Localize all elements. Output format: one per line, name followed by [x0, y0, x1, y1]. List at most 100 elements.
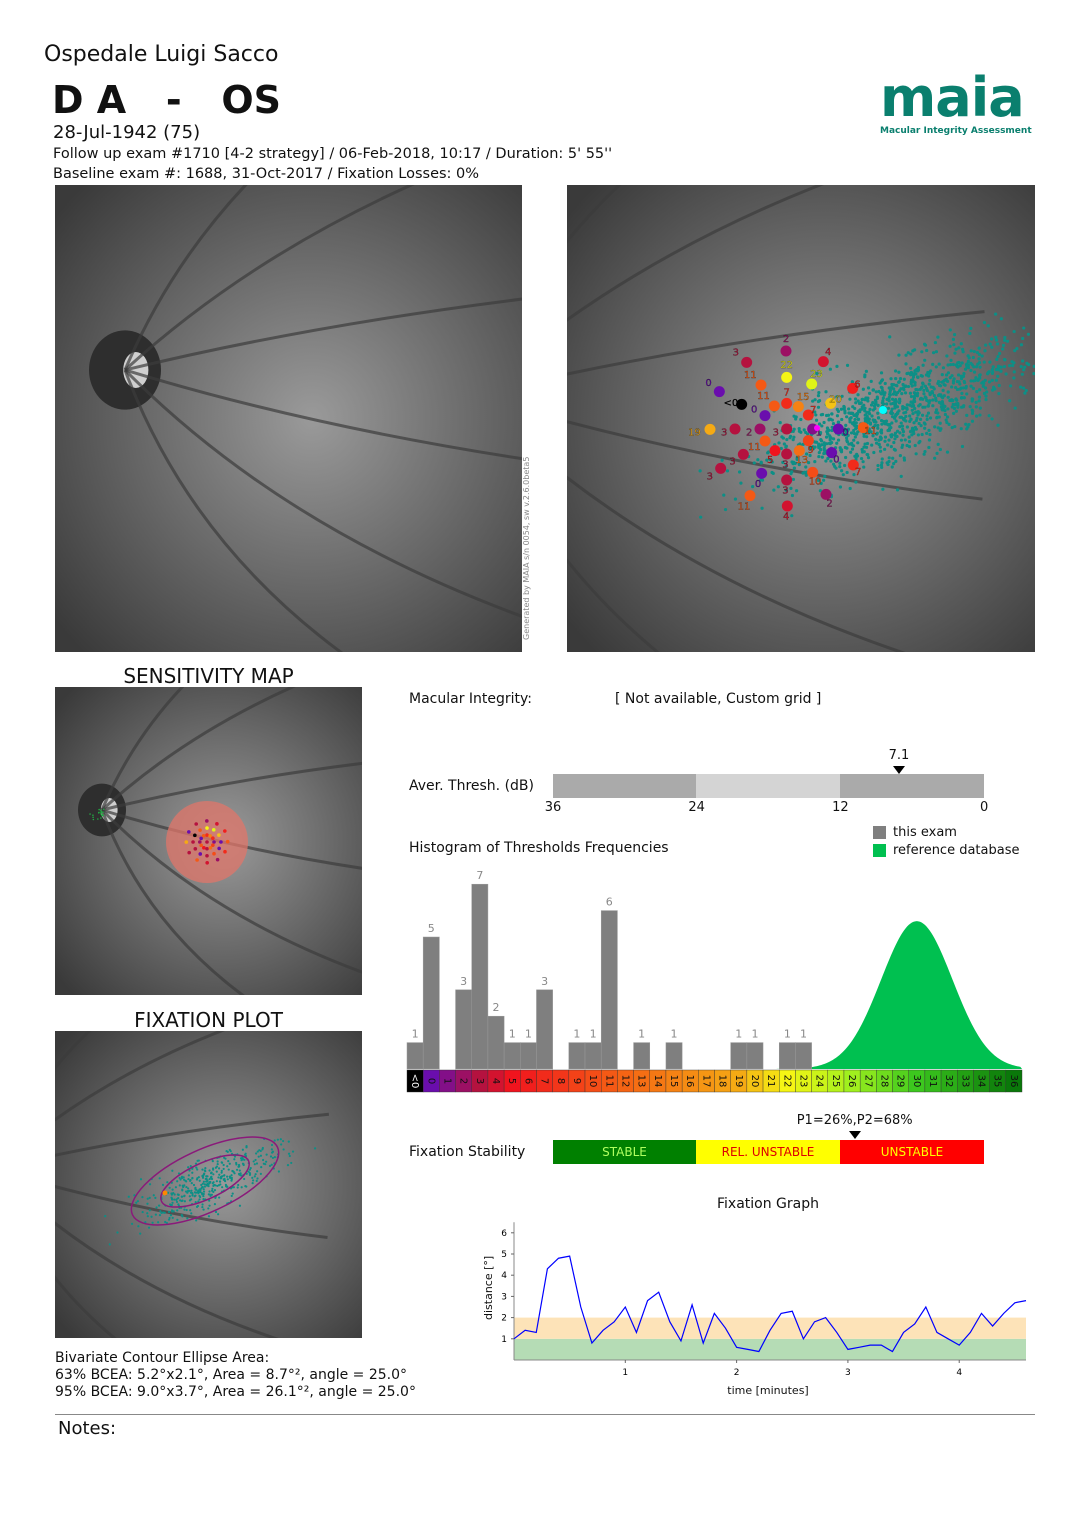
hospital-name: Ospedale Luigi Sacco [44, 42, 279, 67]
fixation-point [804, 465, 808, 469]
fixation-point [983, 378, 987, 382]
fixation-point [196, 1168, 199, 1171]
fixation-point [1023, 365, 1027, 369]
fixation-point [834, 466, 838, 470]
grid-value: 4 [783, 512, 789, 523]
fixation-point [817, 422, 822, 426]
fixation-point [194, 1194, 197, 1197]
fixation-point [961, 350, 965, 354]
fixation-point [908, 403, 912, 407]
fixation-point [850, 447, 855, 451]
fixation-point [227, 1168, 230, 1171]
fixation-point [898, 454, 902, 458]
fixation-point [221, 1186, 224, 1189]
fixation-point [921, 382, 925, 386]
fixation-point [877, 416, 881, 420]
fixation-point [190, 1189, 193, 1192]
sensitivity-point [223, 849, 227, 854]
fixation-point [972, 370, 977, 374]
fixation-point [844, 431, 848, 435]
fixation-point [155, 1206, 158, 1209]
fixation-point [840, 417, 844, 422]
fixation-point [862, 465, 866, 469]
fixation-point [995, 357, 999, 362]
fixation-point [852, 431, 856, 436]
fixation-point [816, 405, 821, 409]
fixation-graph-title: Fixation Graph [717, 1196, 819, 1212]
fixation-point [259, 1149, 262, 1153]
fixation-point [254, 1158, 257, 1162]
fixation-point [169, 1214, 173, 1217]
fixation-point [160, 1211, 163, 1214]
fixation-point [881, 388, 885, 393]
fixation-point [871, 418, 875, 422]
histogram-category-label: 2 [458, 1078, 469, 1084]
fixation-point [892, 401, 896, 405]
legend-swatch-reference [873, 844, 886, 857]
fixation-point [909, 352, 913, 356]
grid-value: 2 [826, 499, 832, 510]
fixation-point [854, 480, 858, 484]
fixation-point [876, 426, 880, 430]
histogram-category-label: 0 [425, 1078, 436, 1084]
fixation-point [956, 373, 961, 377]
fixation-point [216, 1184, 219, 1188]
fixation-point [161, 1183, 165, 1186]
fixation-point [170, 1192, 173, 1195]
fixation-point [881, 396, 885, 400]
y-tick-label: 4 [501, 1271, 507, 1281]
histogram-bar [536, 989, 553, 1070]
histogram-category-label: 8 [555, 1078, 566, 1084]
fixation-point [220, 1171, 223, 1174]
fixation-point [846, 427, 850, 431]
fixation-point [772, 488, 776, 492]
fixation-point [956, 361, 960, 365]
fixation-point [914, 372, 918, 376]
fixation-point [865, 435, 869, 439]
colorbar-cell [1005, 1069, 1023, 1093]
fixation-point [899, 387, 903, 391]
fixation-point [994, 335, 998, 339]
fixation-point [130, 1222, 134, 1225]
fixation-point [853, 397, 858, 401]
fixation-point [1012, 361, 1016, 365]
grid-point [759, 435, 771, 447]
fixation-point [898, 399, 902, 403]
fixation-point [226, 1165, 229, 1168]
fixation-point [194, 1188, 197, 1191]
fixation-point [797, 429, 801, 433]
fixation-point [870, 414, 874, 418]
grid-value: 0 [751, 404, 757, 415]
fixation-point [902, 377, 906, 381]
fixation-point [997, 351, 1002, 356]
fixation-point [977, 357, 981, 361]
grid-point [847, 459, 859, 471]
bcea-63-ellipse [160, 1154, 250, 1208]
fixation-point [843, 463, 847, 468]
fixation-point [805, 452, 809, 456]
histogram-category-label: 33 [959, 1075, 970, 1088]
fixation-point [957, 380, 961, 384]
sensitivity-point [199, 843, 203, 848]
fixation-point [993, 312, 998, 316]
y-tick-label: 5 [501, 1250, 507, 1260]
fixation-point [882, 393, 886, 397]
retinal-vessel [123, 369, 344, 652]
fixation-point [952, 411, 956, 415]
fixation-point [889, 444, 893, 449]
sensitivity-point [205, 833, 209, 837]
grid-value: 5 [767, 455, 773, 466]
histogram-bar-label: 7 [476, 869, 483, 882]
fixation-point [940, 373, 944, 377]
fixation-point [159, 1210, 162, 1213]
fixation-point [1002, 365, 1007, 369]
fixation-point [969, 361, 973, 365]
fixation-point [176, 1218, 179, 1221]
fixation-point [218, 1196, 221, 1199]
y-tick-label: 2 [501, 1314, 507, 1324]
fixation-point [204, 1177, 207, 1181]
fixation-point [889, 377, 893, 381]
fixation-point [909, 400, 913, 404]
fixation-point [996, 423, 1000, 427]
fixation-point [885, 422, 890, 426]
